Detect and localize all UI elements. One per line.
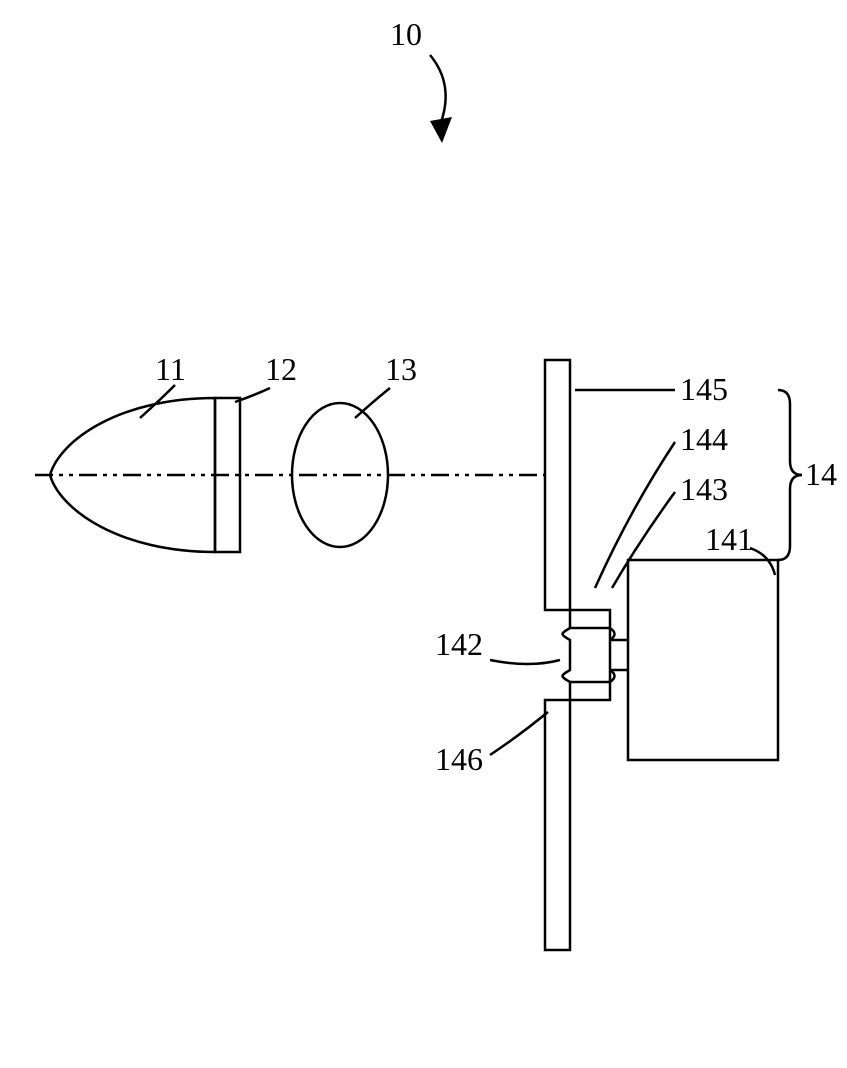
label-145: 145 — [680, 371, 728, 407]
label-142: 142 — [435, 626, 483, 662]
label-141: 141 — [705, 521, 753, 557]
leader-144 — [595, 442, 675, 588]
label-146: 146 — [435, 741, 483, 777]
leader-141 — [750, 548, 775, 575]
label-12: 12 — [265, 351, 297, 387]
title-arrowhead — [430, 117, 452, 143]
component-141 — [628, 560, 778, 760]
title-arrow — [430, 55, 446, 125]
leader-146 — [490, 712, 548, 755]
label-14: 14 — [805, 456, 837, 492]
label-11: 11 — [155, 351, 186, 387]
label-143: 143 — [680, 471, 728, 507]
component-146 — [545, 700, 570, 950]
label-144: 144 — [680, 421, 728, 457]
title-label: 10 — [390, 16, 422, 52]
technical-diagram: 10 11 12 13 145 144 143 142 146 141 14 — [0, 0, 847, 1068]
leader-142 — [490, 660, 560, 664]
leader-12 — [235, 388, 270, 402]
leader-143 — [612, 492, 675, 588]
bracket-14 — [778, 390, 802, 560]
leader-13 — [355, 388, 390, 418]
component-142-hub — [563, 610, 611, 700]
component-145 — [545, 360, 570, 610]
label-13: 13 — [385, 351, 417, 387]
